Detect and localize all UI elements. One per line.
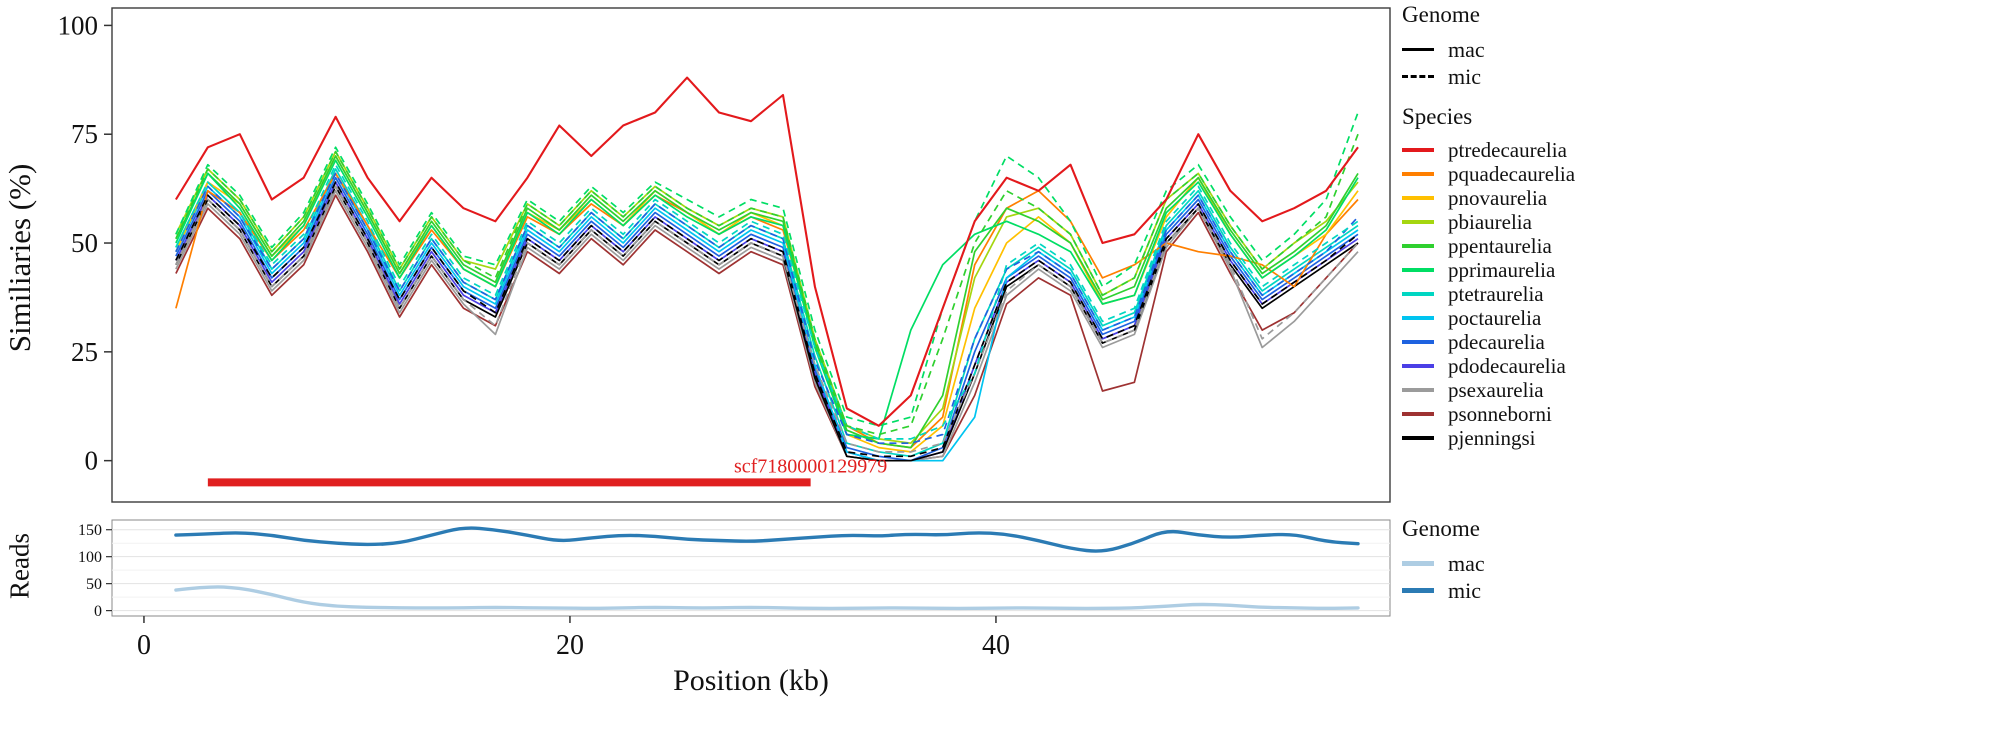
legend-label-pdodecaurelia: pdodecaurelia [1448,353,1566,378]
legend-title-genome: Genome [1402,2,1480,27]
legend-species-items: ptredecaurelia pquadecaurelia pnovaurelia p… [1402,138,1575,450]
legend-item-pbiaurelia: pbiaurelia [1402,210,1575,234]
legend-label-ptredecaurelia: ptredecaurelia [1448,137,1567,162]
legend-item-ptetraurelia: ptetraurelia [1402,282,1575,306]
legend-label-pquadecaurelia: pquadecaurelia [1448,161,1576,186]
legend-genome-linetype: Genome mac mic [1402,2,1485,90]
svg-text:0: 0 [137,630,151,661]
legend-item-reads-mic: mic [1402,577,1485,604]
legend-label-genome-mac: mac [1448,36,1485,62]
legend-item-reads-mac: mac [1402,550,1485,577]
similarity-plot: 0 25 50 75 100 scf7180000129979 [58,7,1391,503]
legend-item-pjenningsi: pjenningsi [1402,426,1575,450]
color-line-key-icon [1402,316,1434,320]
color-line-key-icon [1402,292,1434,296]
reads-plot: 0 50 100 150 0 20 40 [78,519,1391,661]
svg-text:0: 0 [85,446,99,476]
legend-label-poctaurelia: poctaurelia [1448,305,1542,330]
legend-label-reads-mic: mic [1448,577,1481,603]
legend-genome-reads-items: mac mic [1402,550,1485,604]
color-line-key-icon [1402,268,1434,272]
reads-series-mic [174,526,1360,553]
legend-item-pprimaurelia: pprimaurelia [1402,258,1575,282]
svg-text:50: 50 [86,576,102,593]
svg-text:50: 50 [71,228,98,258]
svg-text:25: 25 [71,337,98,367]
color-line-key-icon [1402,436,1434,440]
color-line-key-icon [1402,388,1434,392]
dashed-line-key-icon [1402,75,1434,78]
series-pprimaurelia-mic [175,112,1359,427]
series-pdecaurelia-mic [175,172,1359,445]
legend-panel: Genome mac mic Species ptredecaurelia pqua… [1402,0,1992,750]
scaffold-label: scf7180000129979 [734,455,887,477]
legend-label-pdecaurelia: pdecaurelia [1448,329,1545,354]
svg-text:20: 20 [556,630,584,661]
series-pdecaurelia-mac [175,176,1359,462]
y-axis-title-similarity: Similiaries (%) [2,163,37,353]
series-ppentaurelia-mac [175,155,1359,449]
legend-item-genome-mic: mic [1402,63,1485,90]
solid-line-key-icon [1402,48,1434,51]
legend-label-pbiaurelia: pbiaurelia [1448,209,1532,234]
legend-item-ppentaurelia: ppentaurelia [1402,234,1575,258]
legend-item-pdodecaurelia: pdodecaurelia [1402,354,1575,378]
legend-genome-reads: Genome mac mic [1402,516,1485,604]
legend-item-pdecaurelia: pdecaurelia [1402,330,1575,354]
reads-color-key-icon [1402,588,1434,593]
legend-label-ppentaurelia: ppentaurelia [1448,233,1552,258]
color-line-key-icon [1402,364,1434,368]
reads-series-mac [174,585,1360,611]
color-line-key-icon [1402,244,1434,248]
legend-item-pnovaurelia: pnovaurelia [1402,186,1575,210]
svg-text:150: 150 [78,522,102,539]
color-line-key-icon [1402,196,1434,200]
legend-item-pquadecaurelia: pquadecaurelia [1402,162,1575,186]
legend-label-pjenningsi: pjenningsi [1448,425,1536,450]
legend-species: Species ptredecaurelia pquadecaurelia pnov… [1402,104,1575,450]
legend-label-pnovaurelia: pnovaurelia [1448,185,1548,210]
svg-text:100: 100 [78,549,102,566]
series-ptredecaurelia-mac [175,76,1359,427]
color-line-key-icon [1402,412,1434,416]
series-ptetraurelia-mic [175,163,1359,440]
legend-label-reads-mac: mac [1448,550,1485,576]
reads-color-key-icon [1402,561,1434,566]
legend-title-species: Species [1402,104,1473,129]
series-psonneborni-mac [175,194,1359,462]
legend-item-ptredecaurelia: ptredecaurelia [1402,138,1575,162]
legend-label-ptetraurelia: ptetraurelia [1448,281,1544,306]
y-axis-title-reads: Reads [4,533,35,599]
svg-text:0: 0 [94,603,102,620]
legend-item-poctaurelia: poctaurelia [1402,306,1575,330]
x-axis-title: Position (kb) [673,664,829,697]
legend-label-psexaurelia: psexaurelia [1448,377,1544,402]
legend-item-psonneborni: psonneborni [1402,402,1575,426]
color-line-key-icon [1402,172,1434,176]
series-pprimaurelia-mac [175,159,1359,440]
legend-label-psonneborni: psonneborni [1448,401,1552,426]
svg-text:75: 75 [71,119,98,149]
legend-label-pprimaurelia: pprimaurelia [1448,257,1556,282]
series-ptetraurelia-mac [175,168,1359,458]
series-psexaurelia-mic [175,185,1359,453]
color-line-key-icon [1402,340,1434,344]
series-ppentaurelia-mic [175,133,1359,436]
legend-label-genome-mic: mic [1448,63,1481,89]
series-pdodecaurelia-mac [175,181,1359,462]
legend-title-genome-reads: Genome [1402,516,1480,541]
series-psexaurelia-mac [175,189,1359,462]
svg-text:100: 100 [58,10,99,40]
legend-genome-items: mac mic [1402,36,1485,90]
color-line-key-icon [1402,220,1434,224]
legend-item-psexaurelia: psexaurelia [1402,378,1575,402]
svg-text:40: 40 [982,630,1010,661]
legend-item-genome-mac: mac [1402,36,1485,63]
color-line-key-icon [1402,148,1434,152]
